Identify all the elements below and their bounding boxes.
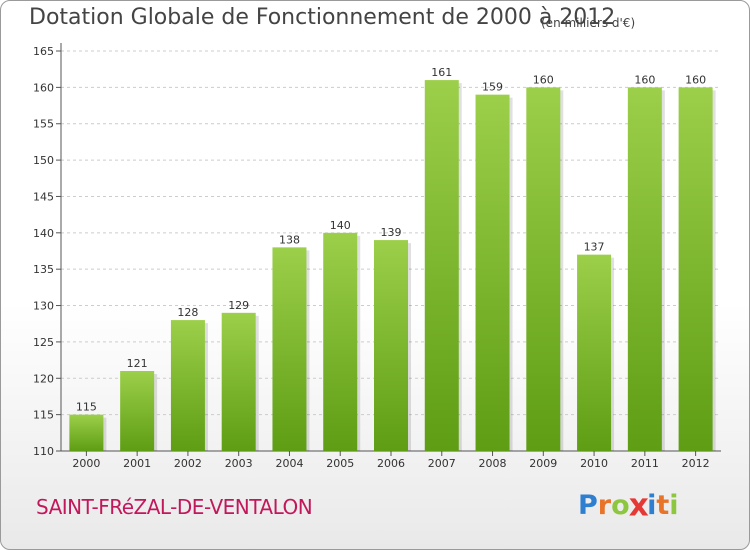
bar (120, 371, 155, 451)
y-tick-label: 110 (33, 445, 54, 458)
y-tick-label: 115 (33, 409, 54, 422)
bar-value-label: 160 (685, 73, 706, 86)
bar (475, 94, 510, 452)
bar-value-label: 138 (279, 233, 300, 246)
bar-value-label: 128 (177, 306, 198, 319)
x-tick-label: 2001 (123, 457, 151, 470)
chart-title: Dotation Globale de Fonctionnement de 20… (29, 5, 616, 30)
y-tick-label: 135 (33, 263, 54, 276)
logo-letter: P (578, 490, 598, 521)
logo-letter: r (597, 490, 612, 521)
bar-value-label: 137 (584, 241, 605, 254)
y-tick-label: 155 (33, 118, 54, 131)
x-tick-label: 2000 (72, 457, 100, 470)
bar (374, 240, 408, 451)
x-tick-label: 2012 (682, 457, 710, 470)
x-tick-label: 2011 (631, 457, 659, 470)
y-tick-label: 145 (33, 190, 54, 203)
proxiti-logo: Proxiti (578, 487, 679, 524)
bar (69, 414, 104, 451)
bar (170, 320, 205, 451)
x-tick-label: 2006 (377, 457, 405, 470)
x-tick-label: 2009 (529, 457, 557, 470)
bar (577, 254, 612, 451)
bar (323, 232, 358, 451)
x-tick-label: 2005 (326, 457, 354, 470)
bar-value-label: 121 (127, 357, 148, 370)
x-tick-label: 2008 (479, 457, 507, 470)
bar-value-label: 159 (482, 81, 503, 94)
bar-value-label: 160 (634, 73, 655, 86)
bar (272, 247, 307, 451)
chart-subtitle: (en milliers d'€) (541, 16, 636, 30)
bar (526, 87, 561, 451)
commune-name: SAINT-FRéZAL-DE-VENTALON (36, 495, 313, 519)
bar (627, 87, 662, 451)
bar (678, 87, 713, 451)
logo-letter: x (628, 487, 649, 524)
bar-value-label: 139 (381, 226, 402, 239)
bar (424, 80, 459, 451)
bar-value-label: 129 (228, 299, 249, 312)
bar-value-label: 115 (76, 401, 97, 414)
y-tick-label: 120 (33, 372, 54, 385)
bar-value-label: 160 (533, 73, 554, 86)
x-tick-label: 2002 (174, 457, 202, 470)
bar-value-label: 161 (431, 66, 452, 79)
y-tick-label: 150 (33, 154, 54, 167)
logo-letter: i (669, 490, 679, 521)
y-tick-label: 130 (33, 300, 54, 313)
logo-letter: o (611, 490, 630, 521)
y-tick-label: 125 (33, 336, 54, 349)
logo-letter: t (656, 490, 670, 521)
logo-letter: i (647, 490, 657, 521)
bar-value-label: 140 (330, 219, 351, 232)
x-tick-label: 2007 (428, 457, 456, 470)
y-tick-label: 165 (33, 45, 54, 58)
bar (221, 312, 256, 451)
x-tick-label: 2003 (225, 457, 253, 470)
y-tick-label: 140 (33, 227, 54, 240)
x-tick-label: 2010 (580, 457, 608, 470)
y-tick-label: 160 (33, 81, 54, 94)
x-tick-label: 2004 (275, 457, 303, 470)
